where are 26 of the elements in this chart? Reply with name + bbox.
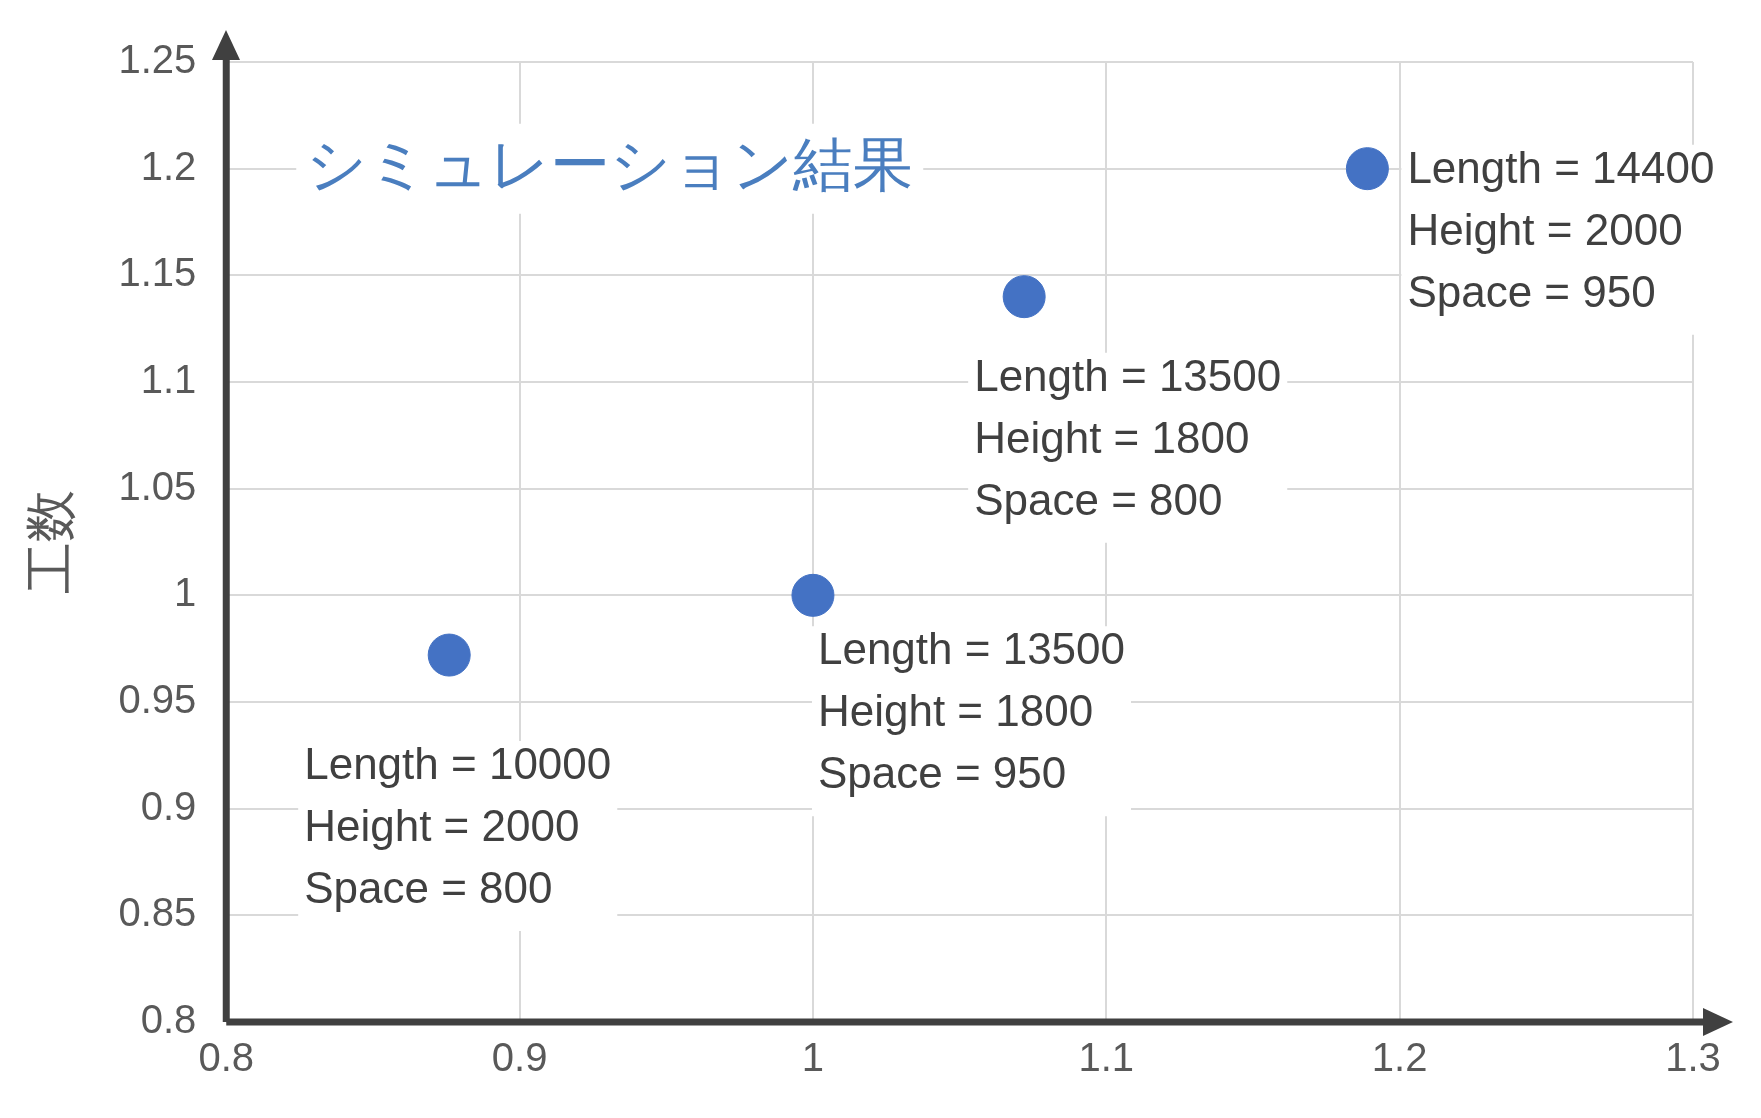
point	[1002, 275, 1046, 319]
y-tick-label: 0.9	[140, 783, 197, 828]
y-axis-title: 工数	[20, 490, 79, 594]
annotation: Length = 13500 Height = 1800 Space = 950	[817, 624, 1126, 798]
text: シミュレーション結果	[306, 131, 914, 199]
x-tick-label: 1.3	[1665, 1035, 1721, 1080]
x-tick-label: 0.8	[198, 1035, 255, 1080]
y-tick-label: 1.2	[140, 143, 197, 188]
y-tick-label: 1.05	[118, 463, 197, 508]
x-tick-label: 1.1	[1078, 1035, 1135, 1080]
y-tick-label: 0.85	[118, 890, 197, 935]
x-tick-label: 0.9	[491, 1035, 548, 1080]
x-tick-label: 1.2	[1371, 1035, 1428, 1080]
y-tick-label: 0.95	[118, 677, 197, 722]
y-tick-label: 1.25	[118, 37, 197, 82]
annotation: Length = 14400 Height = 2000 Space = 950	[1407, 142, 1715, 316]
annotation: Length = 10000 Height = 2000 Space = 800	[304, 739, 612, 913]
point	[427, 633, 471, 677]
y-tick-label: 1.15	[118, 250, 197, 295]
point	[1345, 147, 1389, 191]
y-tick-label: 1	[174, 570, 197, 615]
x-tick-label: 1	[801, 1035, 825, 1080]
y-tick-label: 1.1	[140, 357, 197, 402]
annotation: Length = 13500 Height = 1800 Space = 800	[974, 350, 1282, 524]
y-tick-label: 0.8	[140, 997, 197, 1042]
point	[791, 573, 835, 617]
